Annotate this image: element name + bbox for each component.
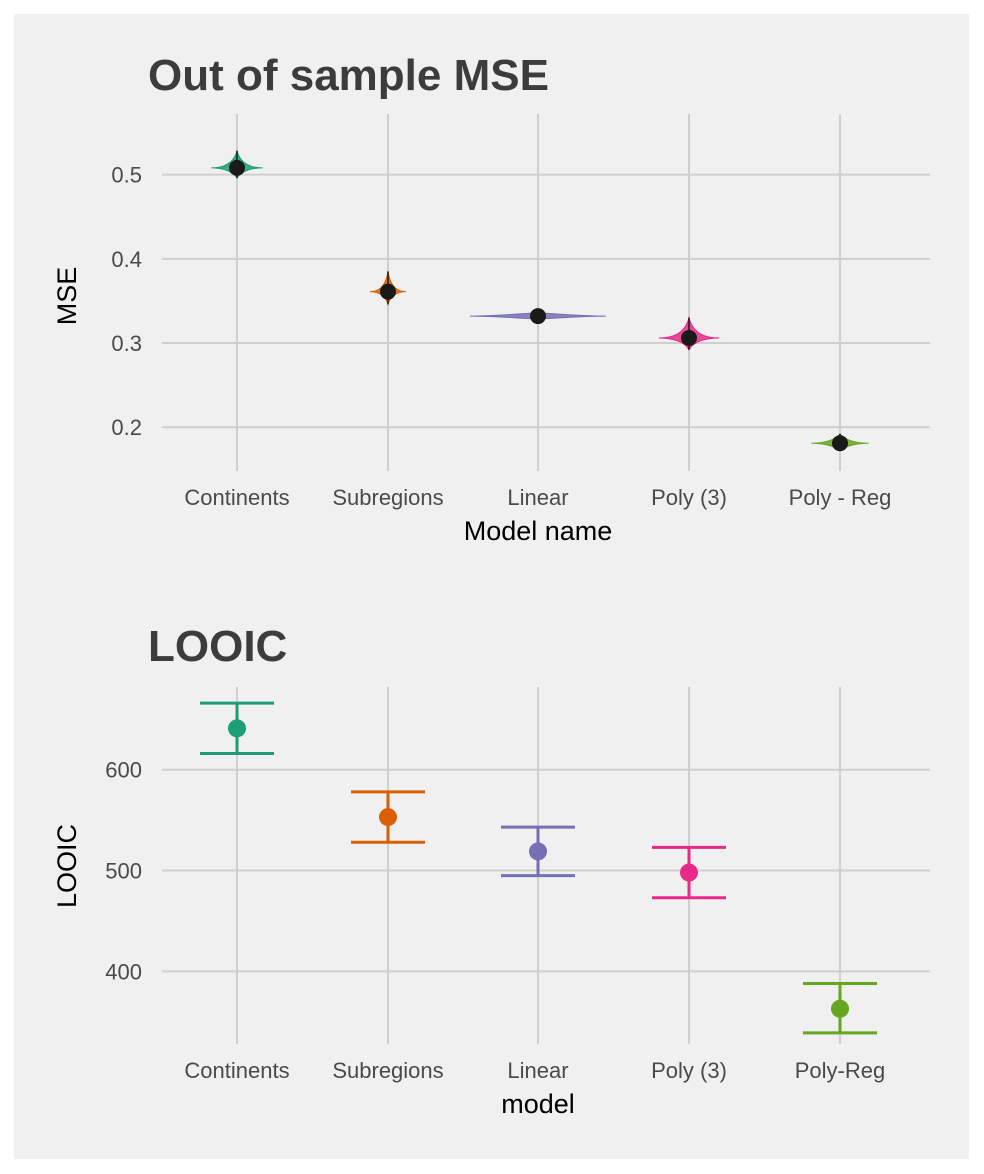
mse-point-linear	[530, 308, 546, 325]
figure: Out of sample MSE 0.2 0.3 0.4 0.5 Continent…	[14, 14, 969, 1159]
mse-point-continents	[229, 159, 245, 176]
looic-point-poly-reg	[831, 999, 849, 1018]
charts-canvas: Out of sample MSE 0.2 0.3 0.4 0.5 Continent…	[52, 51, 930, 1119]
mse-grid	[162, 114, 930, 471]
mse-x-tick-label-poly-3: Poly (3)	[651, 485, 727, 510]
mse-y-ticks: 0.2 0.3 0.4 0.5	[111, 163, 142, 441]
mse-y-tick-label: 0.3	[111, 331, 142, 356]
mse-point-poly-3	[681, 329, 697, 346]
looic-x-ticks: Continents Subregions Linear Poly (3) Poly-R…	[184, 1058, 885, 1083]
mse-point-subregions	[380, 283, 396, 300]
mse-marks	[211, 149, 869, 452]
mse-panel: Out of sample MSE 0.2 0.3 0.4 0.5 Continent…	[52, 51, 930, 546]
looic-x-tick-label-subregions: Subregions	[332, 1058, 443, 1083]
looic-point-subregions	[379, 808, 397, 827]
looic-grid	[162, 687, 930, 1044]
looic-y-tick-label: 500	[105, 859, 142, 884]
looic-y-ticks: 400 500 600	[105, 758, 142, 985]
looic-panel: LOOIC 400 500 600 Continents Subregions Line…	[52, 622, 930, 1119]
mse-x-tick-label-linear: Linear	[507, 485, 568, 510]
mse-y-axis-label: MSE	[52, 267, 82, 326]
looic-point-poly-3	[680, 863, 698, 882]
looic-y-axis-label: LOOIC	[52, 824, 82, 908]
looic-point-continents	[228, 719, 246, 738]
mse-y-tick-label: 0.2	[111, 415, 142, 440]
looic-x-tick-label-linear: Linear	[507, 1058, 568, 1083]
looic-x-tick-label-poly-3: Poly (3)	[651, 1058, 727, 1083]
mse-title: Out of sample MSE	[148, 51, 549, 100]
mse-point-poly-reg	[832, 435, 848, 452]
mse-x-ticks: Continents Subregions Linear Poly (3) Poly -…	[184, 485, 891, 510]
looic-y-tick-label: 400	[105, 959, 142, 984]
mse-x-tick-label-poly-reg: Poly - Reg	[789, 485, 892, 510]
mse-y-tick-label: 0.4	[111, 247, 142, 272]
looic-title: LOOIC	[148, 622, 287, 671]
looic-point-linear	[529, 842, 547, 861]
mse-y-tick-label: 0.5	[111, 163, 142, 188]
looic-x-tick-label-continents: Continents	[184, 1058, 289, 1083]
mse-x-tick-label-continents: Continents	[184, 485, 289, 510]
looic-x-tick-label-poly-reg: Poly-Reg	[795, 1058, 885, 1083]
looic-x-axis-label: model	[501, 1089, 575, 1119]
looic-marks	[200, 701, 877, 1035]
looic-y-tick-label: 600	[105, 758, 142, 783]
mse-x-tick-label-subregions: Subregions	[332, 485, 443, 510]
mse-x-axis-label: Model name	[464, 516, 613, 546]
